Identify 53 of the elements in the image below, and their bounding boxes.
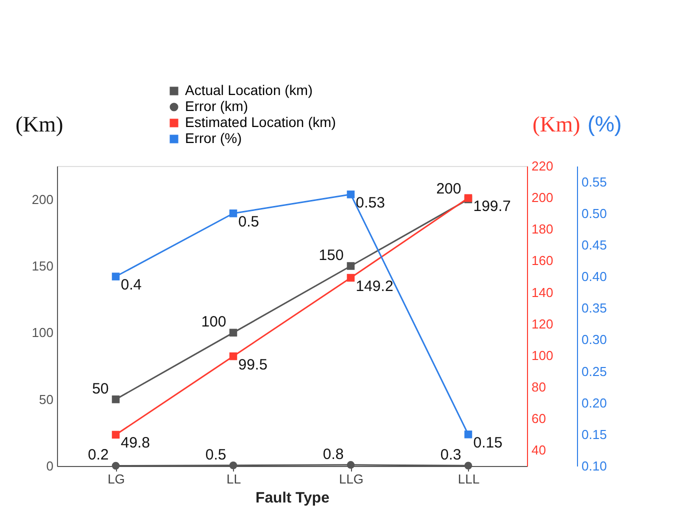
y3-tick-label: 0.20	[582, 395, 607, 410]
legend-label: Error (km)	[185, 98, 248, 114]
y2-tick-label: 220	[532, 158, 554, 174]
data-label: 0.15	[473, 434, 502, 452]
legend-label: Actual Location (km)	[185, 82, 313, 98]
y-tick-label: 0	[46, 458, 54, 474]
x-tick-label: LLL	[458, 472, 480, 486]
x-tick-label: LL	[226, 472, 241, 486]
y2-tick-label: 100	[532, 348, 554, 363]
x-tick-label: LLG	[338, 472, 364, 486]
data-label: 0.2	[88, 446, 109, 464]
y2-tick-label: 160	[532, 253, 554, 268]
y-tick-label: 150	[32, 258, 54, 274]
data-label: 200	[436, 180, 462, 198]
data-label: 0.3	[440, 446, 462, 464]
y2-tick-label: 60	[532, 411, 546, 426]
y-axis-title: (Km)	[16, 112, 64, 136]
y2-tick-label: 40	[532, 442, 546, 458]
y2-axis-title: (Km)	[532, 112, 580, 136]
y3-tick-label: 0.50	[582, 206, 607, 221]
y3-tick-label: 0.55	[582, 174, 607, 190]
y3-tick-label: 0.40	[582, 269, 607, 284]
y2-tick-label: 140	[532, 284, 554, 300]
data-label: 199.7	[473, 198, 511, 216]
data-label: 150	[318, 247, 344, 264]
y3-tick-label: 0.35	[582, 300, 607, 316]
data-label: 0.5	[205, 446, 226, 464]
y2-tick-label: 180	[532, 222, 554, 237]
legend-label: Error (%)	[185, 130, 242, 146]
data-label: 0.53	[356, 194, 385, 212]
data-label: 50	[92, 380, 109, 398]
y3-tick-label: 0.10	[582, 458, 607, 474]
x-axis-title: Fault Type	[256, 490, 330, 506]
y3-tick-label: 0.15	[582, 426, 607, 442]
y-tick-label: 200	[32, 192, 54, 207]
legend-label: Estimated Location (km)	[185, 114, 336, 130]
y-tick-label: 100	[32, 325, 54, 340]
data-label: 0.4	[120, 276, 142, 294]
y3-tick-label: 0.25	[582, 364, 607, 379]
x-tick-label: LG	[108, 472, 125, 486]
y2-tick-label: 200	[532, 190, 554, 206]
y3-tick-label: 0.30	[582, 332, 607, 348]
data-label: 0.5	[238, 213, 260, 230]
y3-tick-label: 0.45	[582, 237, 607, 252]
y-tick-label: 50	[39, 392, 54, 407]
y2-tick-label: 120	[532, 316, 554, 332]
y3-axis-title: (%)	[588, 112, 622, 136]
data-label: 100	[201, 314, 226, 331]
y2-tick-label: 80	[532, 380, 546, 395]
data-label: 49.8	[120, 434, 150, 452]
data-label: 0.8	[322, 446, 344, 463]
data-label: 99.5	[238, 356, 268, 374]
data-label: 149.2	[356, 278, 394, 295]
